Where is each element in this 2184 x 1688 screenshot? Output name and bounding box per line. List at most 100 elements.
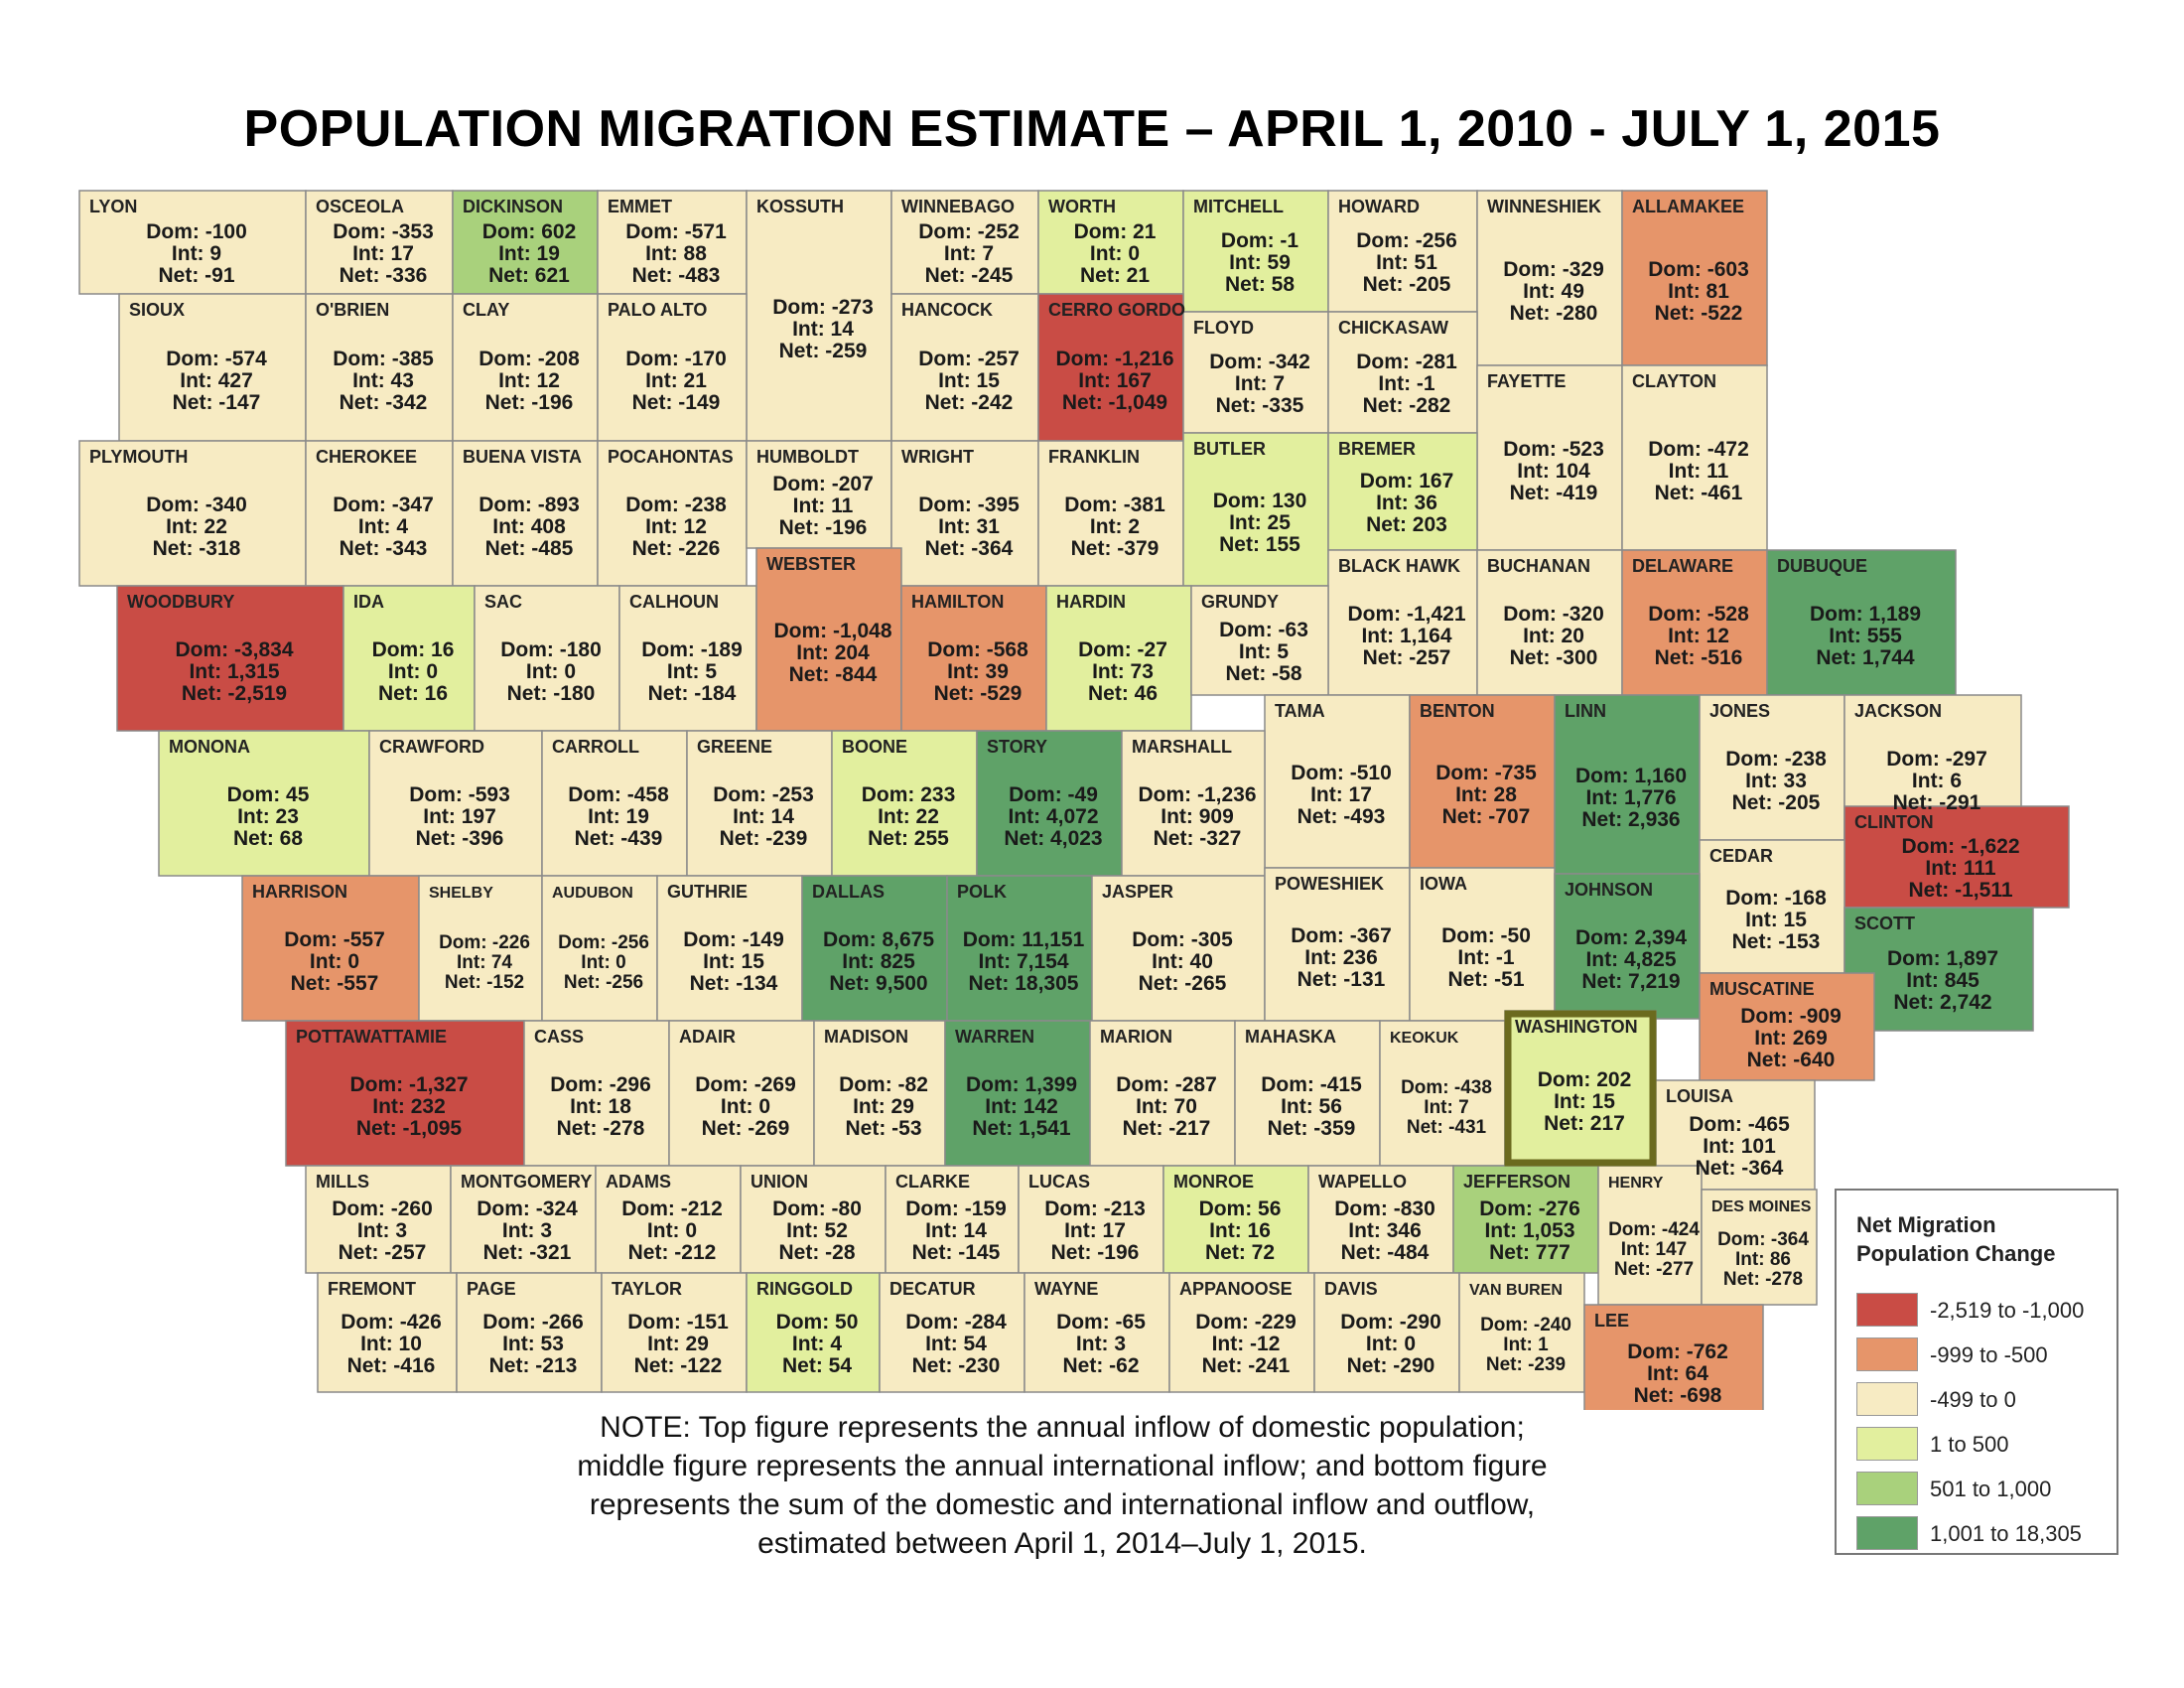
int-value: Int: 29 (853, 1095, 914, 1118)
net-value: Net: -364 (925, 537, 1014, 560)
net-value: Net: -364 (1696, 1157, 1784, 1180)
int-value: Int: 19 (588, 805, 649, 828)
dom-value: Dom: -281 (1356, 351, 1457, 373)
net-value: Net: -269 (702, 1117, 790, 1140)
net-value: Net: -147 (173, 391, 261, 414)
net-value: Net: -217 (1123, 1117, 1211, 1140)
map-note: NOTE: Top figure represents the annual i… (437, 1408, 1688, 1563)
county-name: SCOTT (1854, 914, 1915, 933)
map-legend: Net Migration Population Change -2,519 t… (1835, 1189, 2118, 1555)
int-value: Int: 59 (1229, 251, 1291, 274)
dom-value: Dom: 602 (482, 220, 577, 243)
dom-value: Dom: -395 (918, 493, 1020, 516)
dom-value: Dom: 21 (1074, 220, 1157, 243)
net-value: Net: -300 (1510, 646, 1598, 669)
county-pocahontas (597, 440, 748, 587)
net-value: Net: -327 (1154, 827, 1242, 850)
county-palo-alto (597, 293, 748, 442)
county-webster (755, 547, 902, 732)
dom-value: Dom: 130 (1213, 490, 1307, 512)
int-value: Int: 1 (1503, 1335, 1549, 1355)
county-name: CALHOUN (629, 592, 719, 612)
dom-value: Dom: -100 (146, 220, 247, 243)
dom-value: Dom: -65 (1056, 1311, 1146, 1334)
net-value: Net: -416 (347, 1354, 436, 1377)
int-value: Int: 142 (985, 1095, 1058, 1118)
county-name: JONES (1709, 701, 1770, 721)
net-value: Net: 2,742 (1893, 991, 1991, 1014)
county-cherokee (305, 440, 454, 587)
dom-value: Dom: -238 (625, 493, 727, 516)
net-value: Net: -419 (1510, 482, 1598, 504)
int-value: Int: 15 (1745, 909, 1807, 931)
county-name: CEDAR (1709, 846, 1773, 866)
int-value: Int: 11 (1669, 460, 1729, 483)
county-name: PAGE (467, 1279, 516, 1299)
county-van-buren (1458, 1272, 1585, 1393)
dom-value: Dom: -180 (500, 638, 602, 661)
county-name: CHEROKEE (316, 447, 417, 467)
county-name: DELAWARE (1632, 556, 1733, 576)
int-value: Int: 555 (1829, 625, 1902, 647)
net-value: Net: -522 (1655, 302, 1743, 325)
int-value: Int: 3 (357, 1219, 407, 1242)
net-value: Net: -342 (340, 391, 428, 414)
int-value: Int: 0 (388, 660, 438, 683)
int-value: Int: 31 (938, 515, 1000, 538)
net-value: Net: -58 (1225, 662, 1301, 685)
net-value: Net: -153 (1732, 930, 1821, 953)
net-value: Net: -282 (1363, 394, 1451, 417)
dom-value: Dom: -1,421 (1347, 603, 1465, 626)
dom-value: Dom: 233 (862, 783, 956, 806)
net-value: Net: -321 (483, 1241, 572, 1264)
int-value: Int: 845 (1906, 969, 1979, 992)
highlight-outline (1504, 1010, 1657, 1167)
county-name: LINN (1565, 701, 1606, 721)
legend-label: 1 to 500 (1930, 1432, 2009, 1457)
county-taylor (601, 1272, 748, 1393)
net-value: Net: -1,095 (356, 1117, 463, 1140)
dom-value: Dom: -415 (1261, 1073, 1362, 1096)
county-winneshiek (1476, 190, 1623, 366)
county-clayton (1621, 364, 1768, 551)
net-value: Net: 18,305 (969, 972, 1079, 995)
net-value: Net: -51 (1447, 968, 1524, 991)
county-mills (305, 1165, 452, 1274)
county-chickasaw (1327, 311, 1478, 434)
county-montgomery (450, 1165, 597, 1274)
int-value: Int: 269 (1754, 1027, 1828, 1050)
county-calhoun (618, 585, 757, 732)
int-value: Int: 54 (925, 1333, 987, 1355)
net-value: Net: 58 (1225, 273, 1295, 296)
county-name: WINNESHIEK (1487, 197, 1601, 216)
county-wapello (1307, 1165, 1454, 1274)
net-value: Net: -431 (1407, 1117, 1487, 1138)
dom-value: Dom: 1,189 (1810, 603, 1921, 626)
net-value: Net: -131 (1297, 968, 1386, 991)
int-value: Int: 4 (358, 515, 408, 538)
int-value: Int: 0 (647, 1219, 697, 1242)
int-value: Int: 5 (667, 660, 717, 683)
dom-value: Dom: -284 (905, 1311, 1007, 1334)
int-value: Int: 7 (1235, 372, 1285, 395)
net-value: Net: -336 (340, 264, 428, 287)
county-tama (1264, 694, 1411, 869)
dom-value: Dom: -347 (333, 493, 434, 516)
county-name: TAYLOR (612, 1279, 682, 1299)
county-guthrie (656, 875, 803, 1022)
net-value: Net: -529 (934, 682, 1023, 705)
county-name: HARDIN (1056, 592, 1126, 612)
net-value: Net: -557 (291, 972, 379, 995)
dom-value: Dom: -276 (1479, 1197, 1580, 1220)
net-value: Net: -230 (912, 1354, 1001, 1377)
dom-value: Dom: -426 (341, 1311, 442, 1334)
net-value: Net: -439 (575, 827, 663, 850)
net-value: Net: -122 (634, 1354, 723, 1377)
dom-value: Dom: -510 (1291, 762, 1392, 784)
net-value: Net: -844 (789, 663, 878, 686)
county-name: UNION (751, 1172, 808, 1192)
net-value: Net: -226 (632, 537, 721, 560)
county-name: HENRY (1608, 1175, 1664, 1192)
county-hardin (1045, 585, 1192, 732)
